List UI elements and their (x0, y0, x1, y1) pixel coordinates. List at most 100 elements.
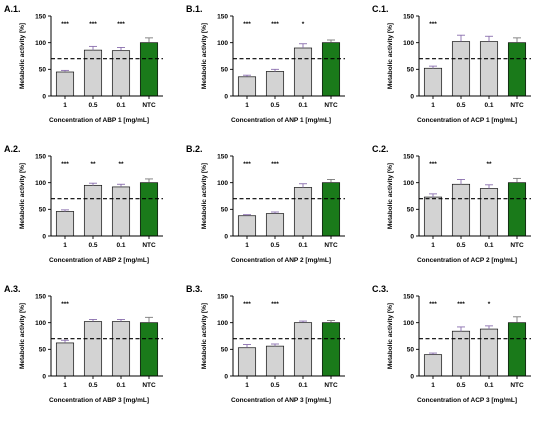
y-tick-label: 0 (410, 93, 414, 100)
x-tick-label: 0.1 (298, 382, 307, 389)
x-axis-title: Concentration of ANP 2 [mg/mL] (231, 257, 331, 264)
x-tick-label: NTC (324, 382, 338, 389)
bar (293, 187, 313, 237)
bar (55, 71, 75, 97)
y-tick-label: 0 (224, 233, 228, 240)
x-tick-label: 0.1 (484, 102, 493, 109)
x-tick-label: 1 (63, 102, 67, 109)
y-tick-label: 150 (35, 153, 46, 160)
x-tick-label: 1 (431, 242, 435, 249)
chart-panel: C.1. Metabolic activity [%] 0 50 100 150 *** 1 0… (372, 4, 531, 124)
x-tick-label: NTC (324, 102, 338, 109)
y-axis-title: Metabolic activity [%] (19, 163, 26, 229)
significance-label: * (488, 301, 491, 308)
x-axis-title: Concentration of ACP 2 [mg/mL] (417, 257, 517, 264)
x-tick-label: 0.5 (456, 242, 465, 249)
bar (507, 182, 527, 237)
bar (423, 354, 443, 377)
x-tick-label: NTC (510, 102, 524, 109)
bar (265, 213, 285, 237)
x-axis-title: Concentration of ABP 3 [mg/mL] (49, 397, 149, 404)
chart-panel: C.3. Metabolic activity [%] 0 50 100 150 *** 1 *… (372, 284, 531, 404)
x-tick-label: 0.1 (298, 102, 307, 109)
bar (83, 321, 103, 377)
significance-label: *** (243, 161, 251, 168)
x-tick-label: 1 (431, 382, 435, 389)
significance-label: *** (89, 21, 97, 28)
bar (507, 42, 527, 97)
y-axis-title: Metabolic activity [%] (387, 23, 394, 89)
chart-panel: B.2. Metabolic activity [%] 0 50 100 150 *** 1 *… (186, 144, 345, 264)
x-tick-label: 0.1 (116, 382, 125, 389)
y-tick-label: 50 (221, 207, 229, 214)
x-tick-label: 0.1 (116, 102, 125, 109)
x-tick-label: 1 (245, 242, 249, 249)
y-tick-label: 0 (224, 373, 228, 380)
bar (423, 196, 443, 237)
panel-label: A.2. (4, 144, 21, 154)
chart-panel: B.3. Metabolic activity [%] 0 50 100 150 *** 1 *… (186, 284, 345, 404)
bar (479, 328, 499, 377)
y-axis-title: Metabolic activity [%] (387, 163, 394, 229)
y-tick-label: 50 (407, 347, 415, 354)
y-tick-label: 0 (224, 93, 228, 100)
y-tick-label: 150 (35, 293, 46, 300)
bar (55, 342, 75, 377)
significance-label: *** (61, 301, 69, 308)
significance-label: *** (429, 301, 437, 308)
bar (479, 188, 499, 237)
x-tick-label: 0.5 (270, 242, 279, 249)
y-axis-title: Metabolic activity [%] (201, 163, 208, 229)
bar (321, 42, 341, 97)
x-tick-label: 0.1 (298, 242, 307, 249)
bar (111, 50, 131, 97)
x-tick-label: 0.5 (456, 382, 465, 389)
bar (139, 42, 159, 97)
y-tick-label: 150 (217, 153, 228, 160)
x-tick-label: 0.1 (116, 242, 125, 249)
y-tick-label: 100 (35, 180, 46, 187)
y-tick-label: 100 (403, 180, 414, 187)
significance-label: *** (243, 301, 251, 308)
bar (111, 321, 131, 377)
x-tick-label: 0.5 (270, 102, 279, 109)
x-tick-label: 0.5 (456, 102, 465, 109)
y-axis-title: Metabolic activity [%] (19, 303, 26, 369)
significance-label: ** (486, 161, 492, 168)
significance-label: *** (457, 301, 465, 308)
x-tick-label: 0.5 (88, 102, 97, 109)
chart-panel: B.1. Metabolic activity [%] 0 50 100 150 *** 1 *… (186, 4, 345, 124)
bar (83, 49, 103, 97)
y-tick-label: 150 (403, 293, 414, 300)
x-tick-label: 1 (63, 382, 67, 389)
bar (265, 71, 285, 97)
y-tick-label: 150 (217, 13, 228, 20)
significance-label: ** (118, 161, 124, 168)
x-tick-label: NTC (510, 382, 524, 389)
x-tick-label: 0.5 (270, 382, 279, 389)
significance-label: *** (243, 21, 251, 28)
x-axis-title: Concentration of ANP 3 [mg/mL] (231, 397, 331, 404)
bar (479, 41, 499, 97)
bar (83, 184, 103, 237)
y-tick-label: 50 (407, 207, 415, 214)
y-axis-title: Metabolic activity [%] (201, 303, 208, 369)
x-tick-label: 0.5 (88, 382, 97, 389)
x-axis-title: Concentration of ABP 2 [mg/mL] (49, 257, 149, 264)
y-tick-label: 50 (39, 347, 47, 354)
y-tick-label: 50 (39, 207, 47, 214)
bar (55, 211, 75, 237)
y-tick-label: 100 (35, 320, 46, 327)
panel-label: C.1. (372, 4, 389, 14)
y-tick-label: 150 (35, 13, 46, 20)
y-tick-label: 100 (35, 40, 46, 47)
y-tick-label: 100 (403, 320, 414, 327)
panel-label: B.3. (186, 284, 203, 294)
panel-label: C.2. (372, 144, 389, 154)
bar (111, 186, 131, 237)
significance-label: *** (271, 301, 279, 308)
x-tick-label: 0.1 (484, 382, 493, 389)
bar (451, 330, 471, 377)
significance-label: *** (429, 161, 437, 168)
